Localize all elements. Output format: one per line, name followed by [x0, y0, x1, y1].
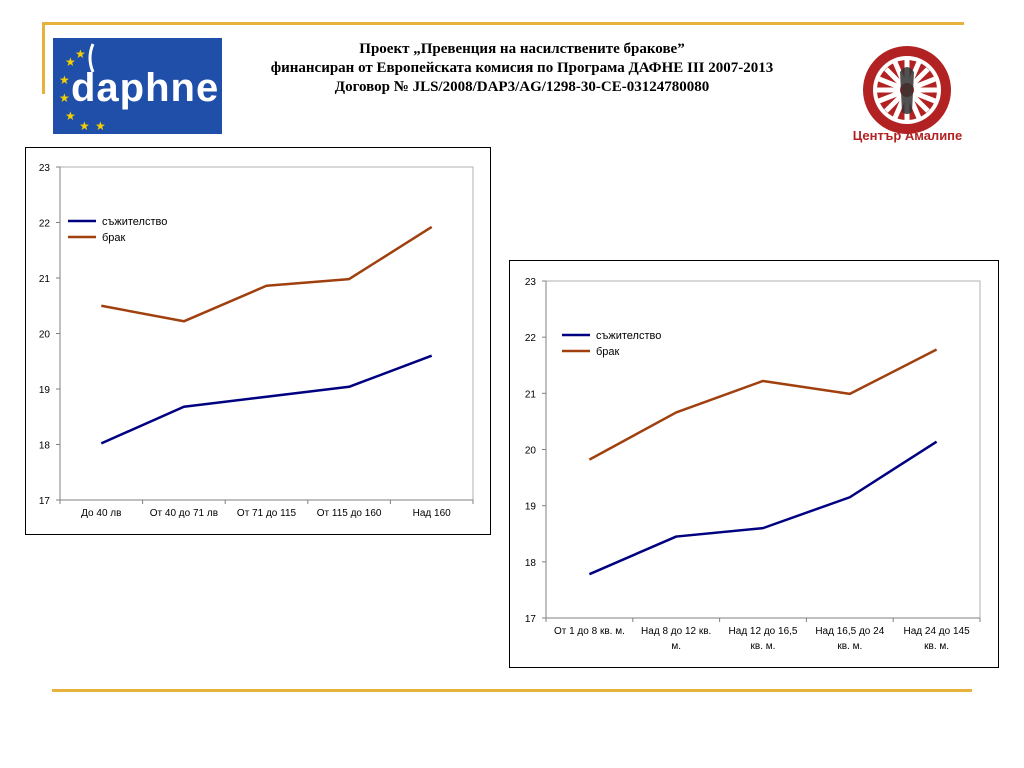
y-tick-label: 17	[525, 614, 537, 625]
x-tick-label: Над 8 до 12 кв.	[641, 626, 711, 637]
x-tick-label: От 115 до 160	[317, 508, 382, 519]
y-tick-label: 19	[39, 385, 51, 396]
y-tick-label: 18	[39, 441, 51, 452]
x-tick-label: До 40 лв	[81, 508, 121, 519]
title-line-2: финансиран от Европейската комисия по Пр…	[270, 60, 774, 76]
y-tick-label: 18	[525, 558, 537, 569]
plot-area	[59, 166, 474, 501]
x-tick-label: От 71 до 115	[237, 508, 297, 519]
daphne-logo: ★ ★ ★ ★ ★ ★ ★ daphne	[53, 38, 222, 134]
chart-svg: 17 18 19 20 21 22 23 От 1 до 8 кв. м. Над 8 до 1…	[525, 277, 981, 652]
y-tick-label: 20	[525, 446, 537, 457]
x-tick-label: м.	[671, 641, 681, 652]
x-tick-label: кв. м.	[751, 641, 776, 652]
y-tick-label: 23	[525, 277, 537, 288]
legend-label: съжителство	[102, 216, 167, 228]
amalipe-name: Център Амалипе	[852, 128, 963, 143]
y-tick-label: 21	[39, 274, 51, 285]
gold-left-rule	[42, 22, 45, 94]
x-tick-label: От 1 до 8 кв. м.	[554, 626, 625, 637]
gold-top-rule	[42, 22, 964, 25]
legend-label: брак	[596, 346, 620, 358]
y-tick-label: 22	[525, 333, 537, 344]
svg-text:★: ★	[75, 47, 86, 61]
legend-label: брак	[102, 232, 126, 244]
x-tick-label: кв. м.	[924, 641, 949, 652]
svg-text:★: ★	[95, 119, 106, 133]
page-title: Проект „Превенция на насилствените брако…	[222, 40, 822, 97]
title-line-1: Проект „Превенция на насилствените брако…	[359, 41, 685, 57]
line-chart-income: 17 18 19 20 21 22 23 До 40 лв От 40 до 71 лв От 7…	[25, 147, 491, 535]
eu-stars-icon: ★ ★ ★ ★ ★ ★ ★	[59, 43, 106, 133]
svg-text:★: ★	[79, 119, 90, 133]
svg-text:★: ★	[59, 91, 70, 105]
y-tick-label: 19	[525, 502, 537, 513]
x-tick-label: Над 12 до 16,5	[729, 626, 798, 637]
gold-bottom-rule	[52, 689, 972, 692]
x-tick-label: От 40 до 71 лв	[150, 508, 218, 519]
chart-svg: 17 18 19 20 21 22 23 До 40 лв От 40 до 71 лв От 7…	[39, 163, 474, 519]
y-tick-label: 22	[39, 219, 51, 230]
y-tick-label: 23	[39, 163, 51, 174]
line-chart-area: 17 18 19 20 21 22 23 От 1 до 8 кв. м. Над 8 до 1…	[509, 260, 999, 668]
svg-text:★: ★	[65, 55, 76, 69]
y-tick-label: 20	[39, 330, 51, 341]
title-line-3: Договор № JLS/2008/DAP3/AG/1298-30-CE-03…	[334, 79, 710, 95]
legend-label: съжителство	[596, 330, 661, 342]
x-tick-label: Над 16,5 до 24	[815, 626, 884, 637]
x-tick-label: кв. м.	[837, 641, 862, 652]
y-tick-label: 17	[39, 496, 51, 507]
y-tick-label: 21	[525, 389, 537, 400]
x-tick-label: Над 24 до 145	[904, 626, 971, 637]
x-tick-label: Над 160	[413, 508, 452, 519]
daphne-wordmark: daphne	[71, 66, 220, 110]
svg-text:★: ★	[65, 109, 76, 123]
svg-text:★: ★	[59, 73, 70, 87]
amalipe-wheel-icon	[863, 46, 951, 134]
